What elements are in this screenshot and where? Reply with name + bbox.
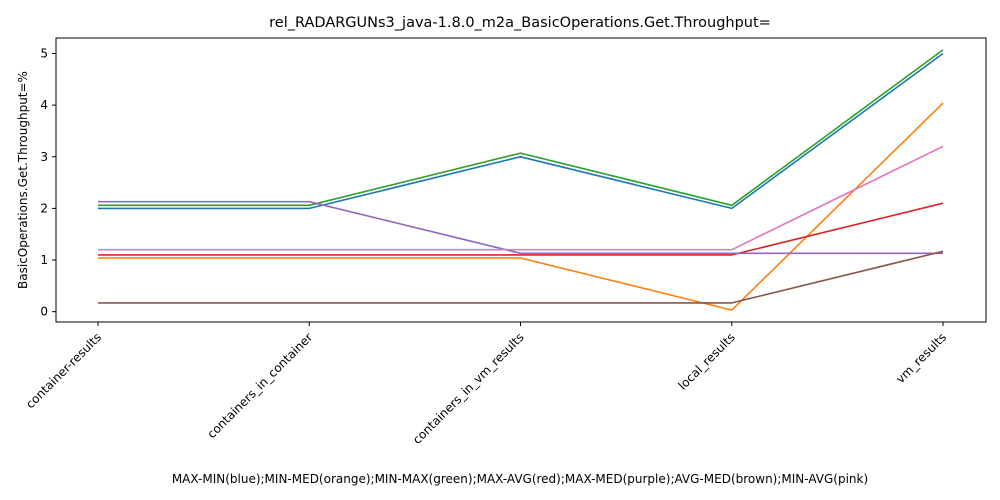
x-tick-label: container-results bbox=[23, 330, 104, 411]
chart-title: rel_RADARGUNs3_java-1.8.0_m2a_BasicOpera… bbox=[269, 15, 771, 31]
x-axis: container-results containers_in_container… bbox=[23, 322, 949, 447]
y-tick-label: 0 bbox=[40, 305, 48, 319]
y-axis: 0 1 2 3 4 5 bbox=[40, 46, 56, 319]
series-line-1 bbox=[98, 102, 944, 311]
plot-frame bbox=[55, 37, 987, 323]
series-line-5 bbox=[98, 250, 944, 304]
series-line-6 bbox=[98, 145, 944, 251]
series-line-0 bbox=[98, 52, 944, 210]
x-tick-label: vm_results bbox=[893, 330, 949, 386]
x-tick-label: containers_in_container bbox=[204, 330, 315, 441]
series-line-3 bbox=[98, 202, 944, 256]
y-tick-label: 3 bbox=[40, 150, 48, 164]
x-tick-label: containers_in_vm_results bbox=[410, 330, 527, 447]
series-line-4 bbox=[98, 200, 943, 255]
y-axis-label: BasicOperations.Get.Throughput=% bbox=[16, 71, 30, 289]
y-tick-label: 2 bbox=[40, 201, 48, 215]
x-axis-label: MAX-MIN(blue);MIN-MED(orange);MIN-MAX(gr… bbox=[172, 472, 868, 486]
y-tick-label: 4 bbox=[40, 98, 48, 112]
y-tick-label: 1 bbox=[40, 253, 48, 267]
series-line-2 bbox=[98, 49, 944, 207]
series-layer bbox=[98, 49, 944, 311]
x-tick-label: local_results bbox=[676, 330, 738, 392]
y-tick-label: 5 bbox=[40, 46, 48, 60]
